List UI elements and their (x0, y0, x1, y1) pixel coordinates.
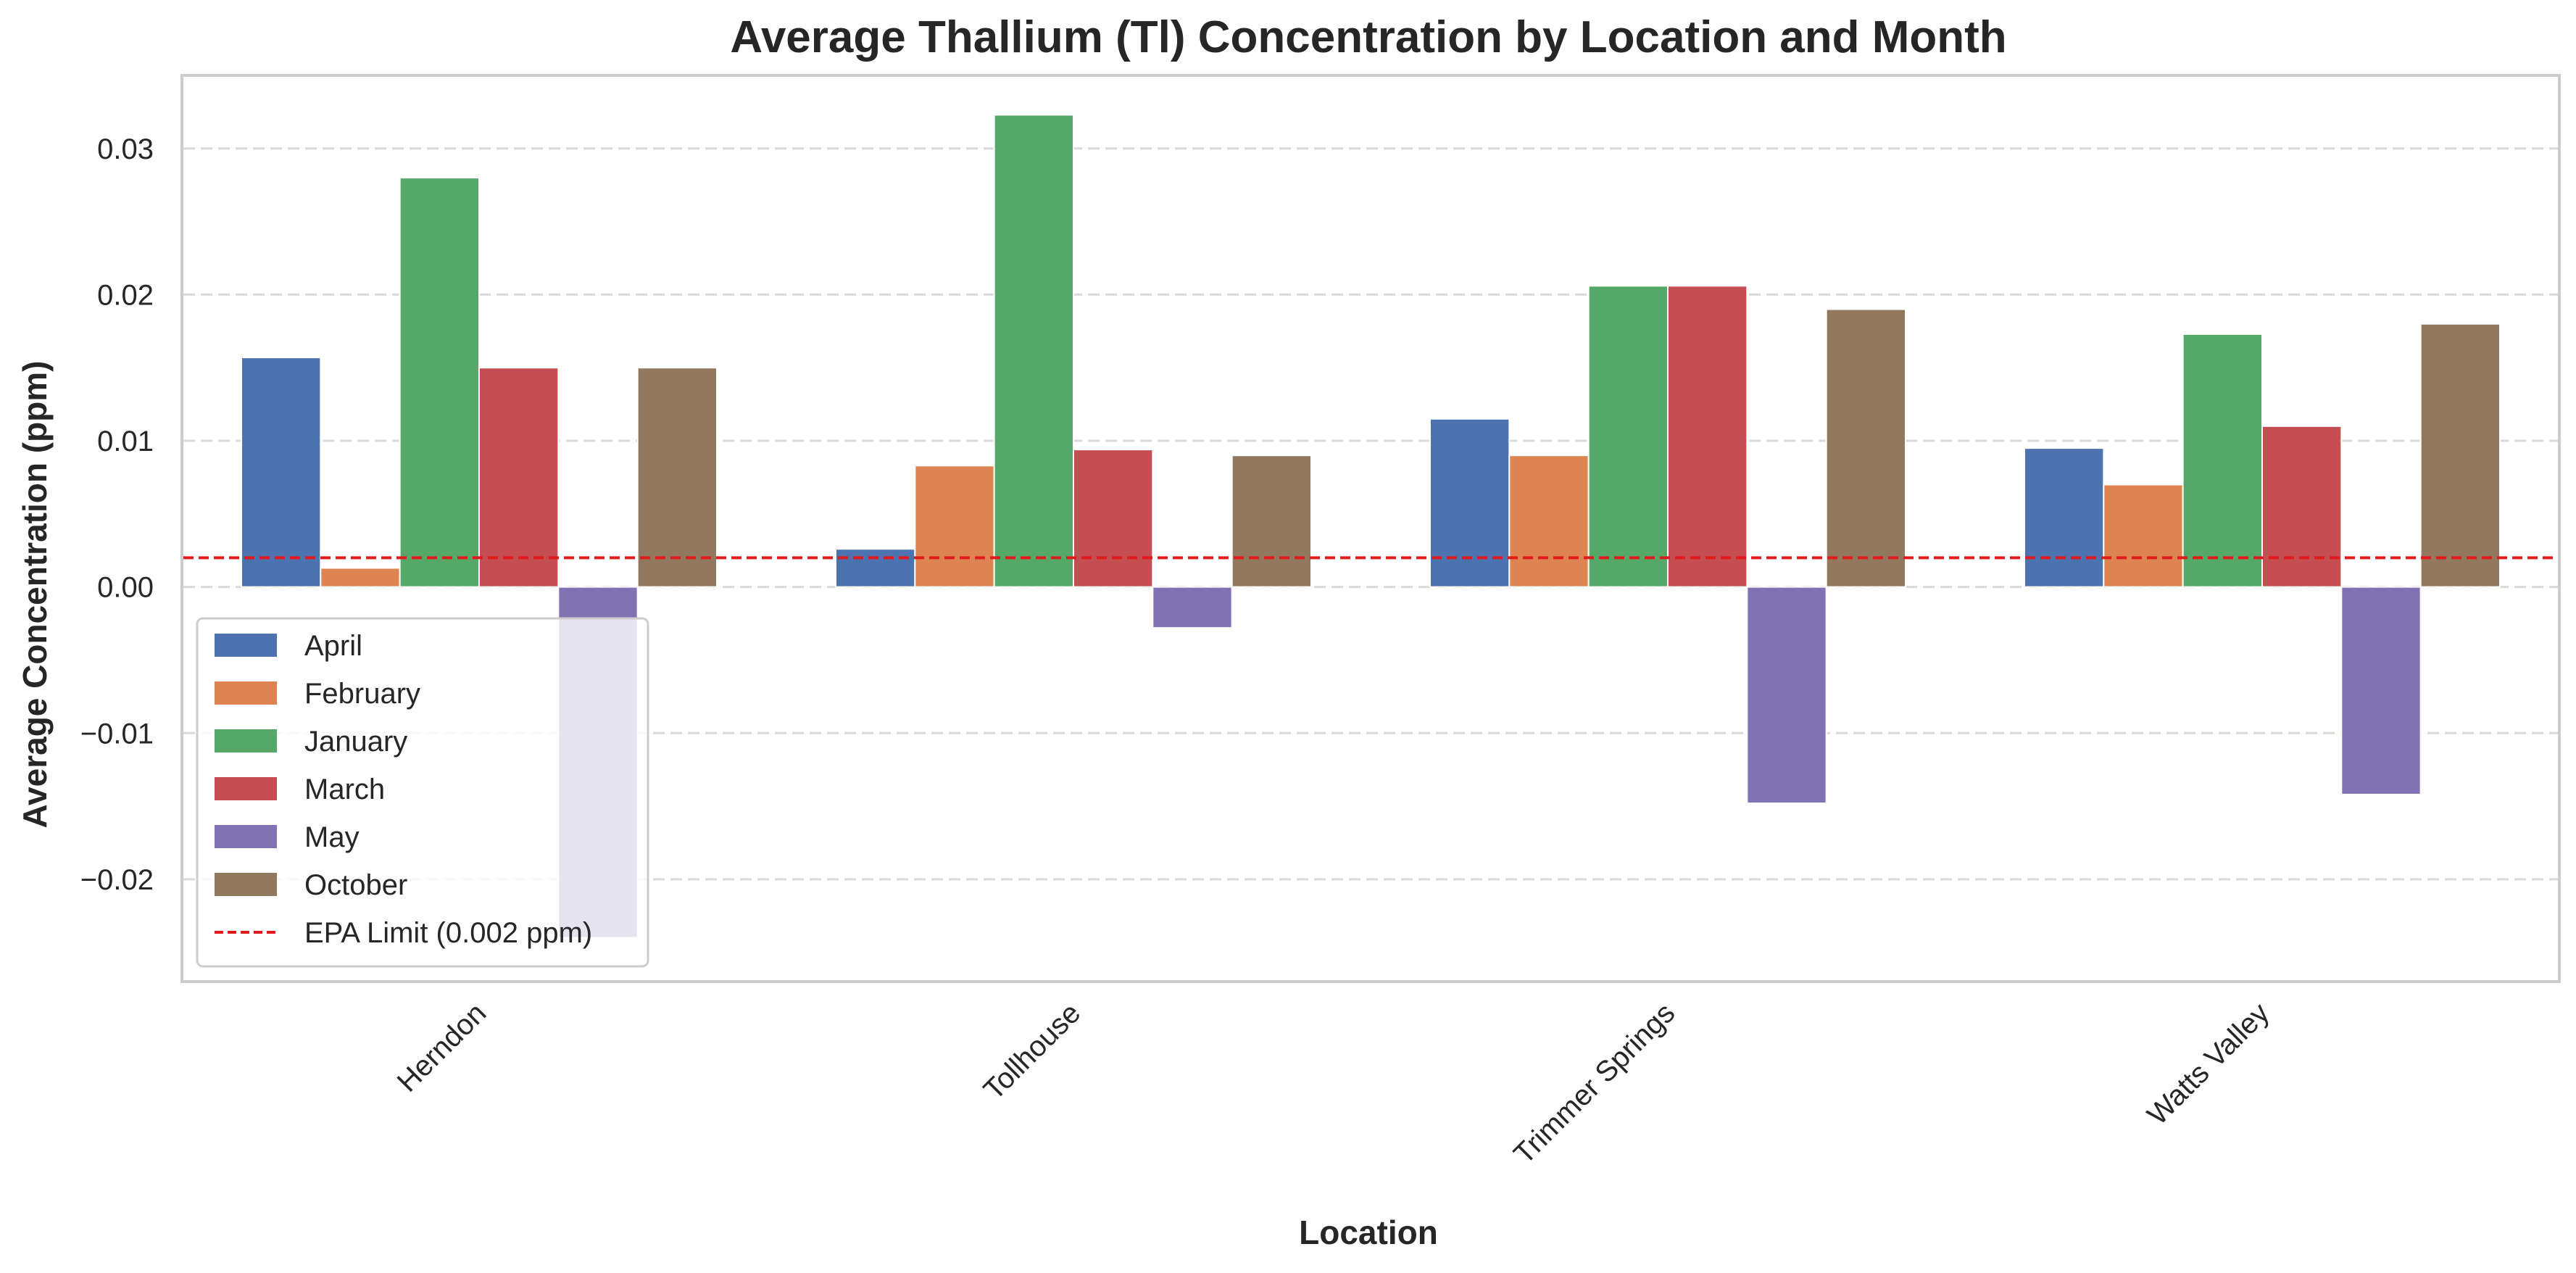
x-tick-label: Trimmer Springs (1508, 997, 1681, 1170)
legend-label-october: October (304, 869, 407, 901)
legend-box (196, 617, 649, 968)
legend-swatch-january (215, 729, 277, 752)
y-tick-label: −0.02 (80, 864, 154, 896)
y-axis-ticks: −0.02 −0.01 0.00 0.01 0.02 0.03 (80, 133, 154, 896)
bar-february-trimmer-springs (1508, 455, 1590, 588)
x-axis-label: Location (1299, 1214, 1438, 1251)
legend-label-may: May (304, 821, 360, 853)
bar-october-watts-valley (2419, 323, 2501, 588)
bar-may-trimmer-springs (1746, 586, 1827, 805)
bar-may-tollhouse (1152, 586, 1233, 629)
y-tick-label: 0.00 (97, 572, 154, 604)
bar-april-herndon (241, 357, 322, 588)
bar-february-herndon (320, 567, 401, 588)
bar-march-tollhouse (1073, 449, 1154, 588)
legend-swatch-march (215, 777, 277, 800)
chart-title: Average Thallium (Tl) Concentration by L… (730, 12, 2006, 62)
legend-swatch-may (215, 825, 277, 848)
legend: April February January March May October EPA L… (196, 617, 649, 968)
y-axis-label: Average Concentration (ppm) (16, 361, 54, 829)
bar-january-herndon (399, 177, 481, 588)
bar-october-tollhouse (1231, 455, 1312, 588)
bar-may-watts-valley (2340, 586, 2422, 795)
legend-label-january: January (304, 726, 407, 758)
bar-march-herndon (478, 367, 560, 588)
bar-april-tollhouse (835, 548, 916, 588)
bar-february-tollhouse (914, 465, 995, 588)
x-tick-label: Tollhouse (978, 997, 1087, 1106)
y-tick-label: 0.01 (97, 426, 154, 457)
bar-january-watts-valley (2182, 333, 2264, 588)
bar-october-herndon (636, 367, 718, 588)
y-tick-label: 0.03 (97, 133, 154, 165)
legend-label-february: February (304, 678, 420, 710)
legend-items: April February January March May October EPA L… (215, 630, 592, 949)
bar-april-watts-valley (2024, 447, 2105, 588)
bar-january-tollhouse (993, 114, 1074, 588)
bar-october-trimmer-springs (1825, 308, 1907, 588)
legend-label-epa-limit: EPA Limit (0.002 ppm) (304, 917, 592, 949)
x-axis-ticks: Herndon Tollhouse Trimmer Springs Watts Val… (391, 997, 2276, 1170)
legend-label-april: April (304, 630, 362, 662)
y-tick-label: −0.01 (80, 718, 154, 750)
grid-lines (183, 147, 2558, 881)
legend-swatch-february (215, 681, 277, 705)
bar-march-trimmer-springs (1667, 285, 1748, 588)
bar-march-watts-valley (2261, 425, 2343, 588)
legend-swatch-october (215, 873, 277, 896)
x-tick-label: Herndon (391, 997, 493, 1098)
legend-label-march: March (304, 774, 385, 805)
bar-april-trimmer-springs (1429, 418, 1511, 588)
y-tick-label: 0.02 (97, 279, 154, 311)
legend-swatch-april (215, 634, 277, 657)
bar-january-trimmer-springs (1587, 285, 1669, 588)
x-tick-label: Watts Valley (2141, 997, 2275, 1131)
bar-february-watts-valley (2103, 484, 2184, 588)
